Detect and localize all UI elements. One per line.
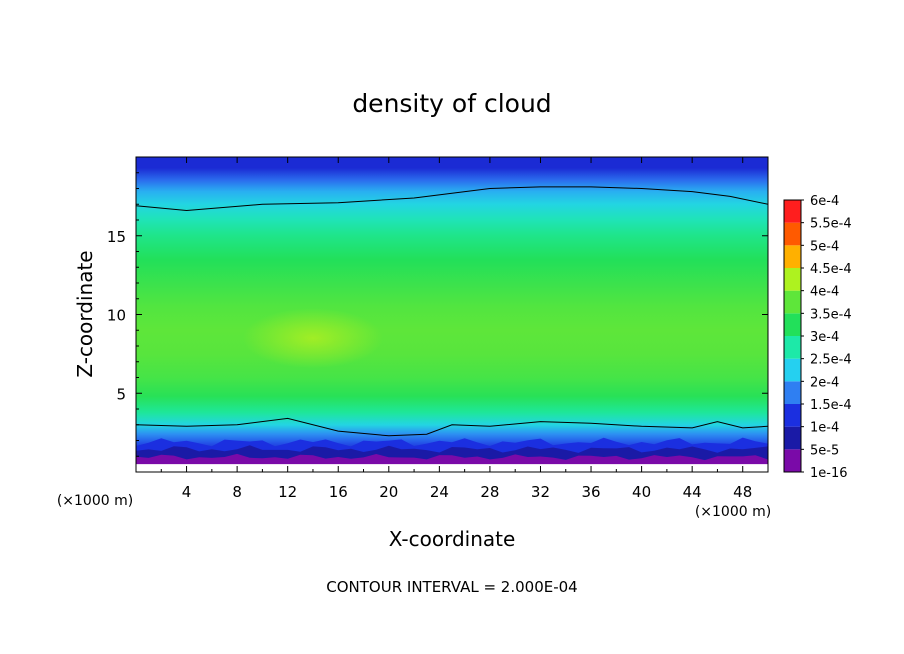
contour-line-upper (136, 186, 768, 212)
y-tick-label: 15 (107, 228, 126, 246)
x-unit-label: (×1000 m) (695, 504, 771, 520)
colorbar-label: 2e-4 (810, 375, 839, 390)
colorbar-swatch (784, 200, 801, 223)
y-tick-label: 5 (116, 385, 126, 403)
x-tick-label: 20 (379, 483, 398, 501)
colorbar-label: 3.5e-4 (810, 307, 852, 322)
colorbar-label: 5e-5 (810, 443, 839, 458)
x-axis: 4 8 12 16 20 24 28 32 36 40 44 48 (160, 157, 752, 501)
x-tick-label: 8 (232, 483, 242, 501)
colorbar-label: 2.5e-4 (810, 353, 852, 368)
colorbar-swatch (784, 358, 801, 382)
colorbar-swatch (784, 381, 801, 404)
colorbar-label: 3e-4 (810, 330, 839, 345)
colorbar-swatch (784, 313, 801, 336)
x-tick-label: 36 (581, 483, 600, 501)
colorbar: 1e-16 5e-5 1e-4 1.5e-4 2e-4 2.5e-4 3e-4 3.5e-4 4… (783, 194, 852, 481)
colorbar-label: 6e-4 (810, 194, 839, 209)
contour-interval-note: CONTOUR INTERVAL = 2.000E-04 (326, 578, 577, 596)
colorbar-swatch (784, 336, 801, 359)
x-tick-label: 4 (182, 483, 192, 501)
x-tick-label: 24 (430, 483, 449, 501)
colorbar-swatch (784, 426, 801, 450)
colorbar-swatch (784, 245, 801, 268)
colorbar-label: 5.5e-4 (810, 217, 852, 232)
colorbar-label: 4e-4 (810, 285, 839, 300)
ground-gap (136, 464, 768, 472)
x-tick-label: 16 (329, 483, 348, 501)
colorbar-swatch (784, 404, 801, 427)
chart-title: density of cloud (352, 89, 551, 118)
colorbar-label: 5e-4 (810, 239, 839, 254)
colorbar-label: 1.5e-4 (810, 398, 852, 413)
y-unit-label: (×1000 m) (57, 493, 133, 509)
contour-line-lower (136, 417, 768, 437)
colorbar-swatch (784, 449, 801, 472)
density-field (136, 157, 768, 472)
y-tick-label: 10 (107, 307, 126, 325)
density-maximum (242, 308, 383, 369)
x-axis-label: X-coordinate (389, 527, 516, 551)
x-tick-label: 48 (733, 483, 752, 501)
colorbar-label: 1e-16 (810, 466, 848, 481)
x-tick-label: 12 (278, 483, 297, 501)
colorbar-label: 1e-4 (810, 421, 839, 436)
colorbar-swatch (784, 222, 801, 246)
colorbar-label: 4.5e-4 (810, 262, 852, 277)
colorbar-swatch (784, 290, 801, 314)
y-axis-label: Z-coordinate (73, 250, 97, 377)
x-tick-label: 28 (480, 483, 499, 501)
x-tick-label: 40 (632, 483, 651, 501)
x-tick-label: 32 (531, 483, 550, 501)
colorbar-swatch (784, 268, 801, 291)
x-tick-label: 44 (683, 483, 702, 501)
y-axis: 5 10 15 (107, 172, 768, 457)
